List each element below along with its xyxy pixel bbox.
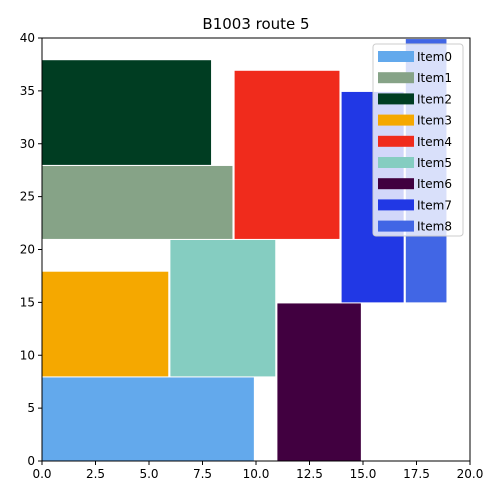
- x-tick-label: 12.5: [296, 467, 323, 481]
- legend-label-item0: Item0: [417, 50, 452, 64]
- legend-label-item5: Item5: [417, 156, 452, 170]
- legend-swatch-item2: [378, 93, 414, 105]
- x-tick-label: 0.0: [32, 467, 51, 481]
- x-tick-label: 15.0: [350, 467, 377, 481]
- x-tick-label: 10.0: [243, 467, 270, 481]
- legend-swatch-item3: [378, 114, 414, 126]
- bar-item5: [170, 239, 276, 377]
- legend-label-item4: Item4: [417, 135, 452, 149]
- legend-label-item1: Item1: [417, 71, 452, 85]
- legend-label-item8: Item8: [417, 220, 452, 234]
- legend: Item0 Item1 Item2 Item3 Item4 Item5 Item6 Item7…: [372, 43, 464, 237]
- legend-swatch-item4: [378, 135, 414, 147]
- legend-swatch-item7: [378, 199, 414, 211]
- x-tick-label: 17.5: [403, 467, 430, 481]
- bar-item6: [277, 303, 361, 461]
- x-tick-label: 20.0: [457, 467, 484, 481]
- bar-item4: [234, 70, 340, 239]
- bar-item0: [42, 377, 254, 461]
- legend-swatch-item1: [378, 72, 414, 84]
- y-tick-label: 40: [20, 31, 35, 45]
- y-tick-label: 25: [20, 190, 35, 204]
- y-tick-label: 10: [20, 348, 35, 362]
- legend-swatch-item0: [378, 51, 414, 62]
- x-tick-label: 7.5: [193, 467, 212, 481]
- y-tick-label: 0: [27, 454, 35, 468]
- y-tick-label: 30: [20, 137, 35, 151]
- y-tick-label: 15: [20, 295, 35, 309]
- bar-item3: [42, 271, 169, 377]
- y-tick-label: 5: [27, 401, 35, 415]
- bar-item2: [42, 60, 212, 165]
- legend-label-item7: Item7: [417, 198, 452, 212]
- legend-label-item6: Item6: [417, 177, 452, 191]
- y-tick-label: 20: [20, 243, 35, 257]
- x-tick-label: 2.5: [86, 467, 105, 481]
- legend-swatch-item6: [378, 178, 414, 190]
- legend-label-item2: Item2: [417, 92, 452, 106]
- legend-label-item3: Item3: [417, 114, 452, 128]
- x-tick-label: 5.0: [139, 467, 158, 481]
- legend-swatch-item8: [378, 220, 414, 232]
- y-tick-label: 35: [20, 84, 35, 98]
- axes-group: 0.0 2.5 5.0 7.5 10.0 12.5 15.0 17.5 20.0 0 5 10 15 20…: [20, 31, 484, 481]
- chart-title: B1003 route 5: [202, 15, 309, 33]
- legend-swatch-item5: [378, 157, 414, 168]
- bar-item1: [42, 165, 233, 239]
